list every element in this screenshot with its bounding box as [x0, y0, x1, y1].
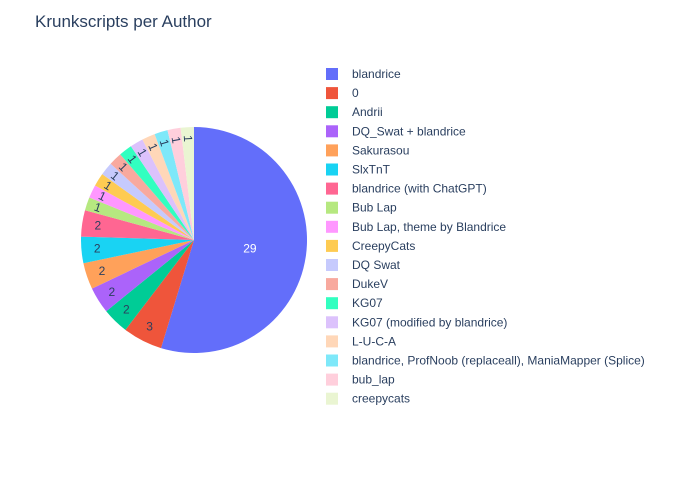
legend-item[interactable]: blandrice — [326, 67, 401, 81]
pie-slice[interactable] — [167, 127, 194, 240]
legend-label: bub_lap — [352, 373, 395, 387]
legend-swatch — [326, 297, 338, 310]
legend-label: creepycats — [352, 392, 410, 406]
legend-label: Bub Lap — [352, 201, 397, 215]
slice-value-label: 2 — [123, 303, 130, 317]
slice-value-label: 29 — [243, 241, 257, 255]
legend-swatch — [326, 163, 338, 176]
legend-label: DukeV — [352, 277, 388, 291]
legend-label: L-U-C-A — [352, 334, 396, 348]
legend-item[interactable]: SlxTnT — [326, 163, 391, 177]
pie-slice[interactable] — [106, 240, 194, 330]
slice-value-label: 1 — [169, 135, 184, 144]
legend-swatch — [326, 87, 338, 100]
pie-slice[interactable] — [142, 134, 194, 240]
legend-item[interactable]: 0 — [326, 86, 359, 100]
slice-value-label: 3 — [146, 319, 153, 333]
pie-slice[interactable] — [110, 154, 194, 240]
legend-label: DQ_Swat + blandrice — [352, 124, 466, 138]
chart-title: Krunkscripts per Author — [35, 12, 212, 31]
slice-value-label: 1 — [92, 200, 103, 216]
legend-swatch — [326, 201, 338, 214]
pie-slice[interactable] — [120, 146, 194, 240]
legend-swatch — [326, 220, 338, 233]
legend-swatch — [326, 144, 338, 157]
pie-slice[interactable] — [80, 236, 194, 264]
legend-label: blandrice (with ChatGPT) — [352, 182, 487, 196]
slice-value-label: 1 — [181, 135, 195, 143]
pie-slice[interactable] — [154, 130, 194, 240]
legend-label: Andrii — [352, 105, 383, 119]
legend-item[interactable]: CreepyCats — [326, 239, 415, 253]
legend-item[interactable]: KG07 — [326, 296, 383, 310]
legend-label: DQ Swat — [352, 258, 401, 272]
legend-item[interactable]: blandrice (with ChatGPT) — [326, 182, 487, 196]
legend-swatch — [326, 125, 338, 138]
pie-slice[interactable] — [83, 240, 194, 289]
legend-label: blandrice — [352, 67, 401, 81]
pie-slices — [80, 126, 308, 353]
pie-slice[interactable] — [81, 210, 194, 240]
legend: blandrice 0 Andrii DQ_Swat + blandrice Sakur… — [326, 67, 645, 406]
pie-slice[interactable] — [161, 127, 308, 353]
legend-swatch — [326, 68, 338, 80]
legend-label: KG07 — [352, 296, 383, 310]
legend-label: blandrice, ProfNoob (replaceall), ManiaM… — [352, 354, 645, 368]
legend-label: SlxTnT — [352, 163, 391, 177]
slice-value-label: 2 — [94, 242, 101, 256]
legend-item[interactable]: Bub Lap, theme by Blandrice — [326, 220, 506, 234]
slice-value-label: 2 — [95, 219, 102, 233]
legend-item[interactable]: blandrice, ProfNoob (replaceall), ManiaM… — [326, 354, 645, 368]
legend-item[interactable]: bub_lap — [326, 373, 395, 387]
legend-swatch — [326, 182, 338, 195]
legend-swatch — [326, 106, 338, 119]
pie-slice[interactable] — [125, 240, 194, 349]
pie-slice[interactable] — [89, 185, 194, 240]
legend-item[interactable]: KG07 (modified by blandrice) — [326, 315, 507, 329]
legend-swatch — [326, 259, 338, 271]
slice-value-label: 2 — [99, 264, 106, 278]
pie-slice[interactable] — [91, 240, 194, 312]
legend-item[interactable]: DukeV — [326, 277, 388, 291]
legend-swatch — [326, 335, 338, 348]
legend-item[interactable]: DQ_Swat + blandrice — [326, 124, 466, 138]
legend-swatch — [326, 278, 338, 291]
legend-label: 0 — [352, 86, 359, 100]
pie-slice[interactable] — [102, 163, 194, 240]
legend-swatch — [326, 392, 338, 405]
slice-value-label: 2 — [108, 285, 115, 299]
pie-slice[interactable] — [180, 126, 194, 240]
legend-item[interactable]: L-U-C-A — [326, 334, 396, 348]
pie-slice[interactable] — [85, 197, 194, 240]
legend-swatch — [326, 239, 338, 252]
pie-slice[interactable] — [95, 174, 194, 240]
legend-label: CreepyCats — [352, 239, 415, 253]
legend-swatch — [326, 373, 338, 386]
legend-item[interactable]: DQ Swat — [326, 258, 401, 272]
slice-value-label: 1 — [157, 137, 172, 148]
legend-item[interactable]: Sakurasou — [326, 143, 409, 157]
legend-item[interactable]: Bub Lap — [326, 201, 397, 215]
legend-item[interactable]: creepycats — [326, 392, 410, 406]
legend-label: Sakurasou — [352, 143, 409, 157]
legend-item[interactable]: Andrii — [326, 105, 383, 119]
legend-swatch — [326, 354, 338, 367]
legend-label: Bub Lap, theme by Blandrice — [352, 220, 506, 234]
pie-slice[interactable] — [130, 139, 194, 240]
legend-label: KG07 (modified by blandrice) — [352, 315, 507, 329]
legend-swatch — [326, 316, 338, 329]
